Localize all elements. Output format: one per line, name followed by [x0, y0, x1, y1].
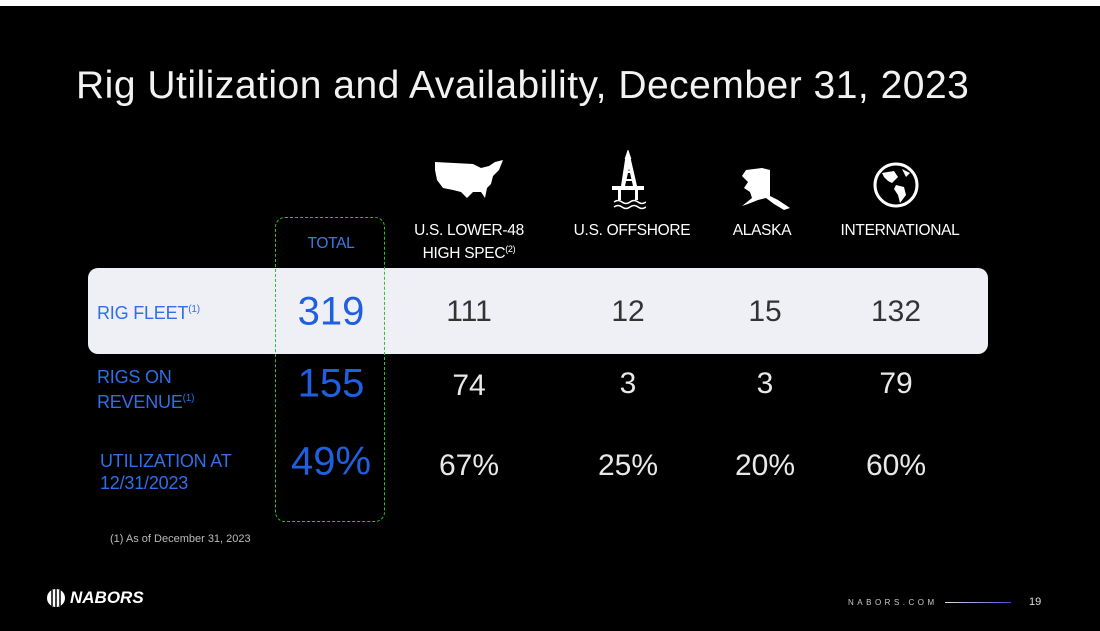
website-link[interactable]: NABORS.COM: [848, 598, 938, 607]
rig-fleet-international: 132: [870, 295, 922, 328]
column-header-offshore: U.S. OFFSHORE: [573, 222, 691, 239]
header-line2: HIGH SPEC: [422, 245, 506, 263]
utilization-offshore: 25%: [597, 449, 659, 482]
alaska-map-icon: [742, 168, 790, 210]
footnote: (1) As of December 31, 2023: [110, 533, 251, 545]
column-header-international: INTERNATIONAL: [840, 222, 960, 239]
header-line1: U.S. LOWER-48: [414, 222, 524, 239]
utilization-alaska: 20%: [734, 449, 796, 482]
offshore-rig-icon: [612, 150, 646, 210]
slide: Rig Utilization and Availability, Decemb…: [0, 6, 1100, 631]
rig-fleet-total: 319: [297, 289, 365, 334]
utilization-total: 49%: [290, 439, 372, 484]
rig-fleet-highlight-row: [88, 268, 988, 354]
column-header-alaska: ALASKA: [732, 222, 792, 239]
label-line1: UTILIZATION AT: [100, 451, 232, 471]
rig-fleet-alaska: 15: [748, 295, 782, 328]
slide-title: Rig Utilization and Availability, Decemb…: [76, 64, 970, 107]
rigs-on-revenue-alaska: 3: [756, 367, 774, 400]
logo-text: NABORS: [70, 588, 144, 607]
rig-fleet-offshore: 12: [611, 295, 645, 328]
nabors-logo-mark-icon: [47, 589, 65, 607]
label-line1: RIGS ON: [97, 367, 172, 387]
utilization-lower48: 67%: [438, 449, 500, 482]
usa-map-icon: [435, 160, 503, 198]
row-label-utilization: UTILIZATION AT 12/31/2023: [100, 450, 232, 494]
rig-fleet-lower48: 111: [446, 295, 492, 328]
rigs-on-revenue-total: 155: [297, 361, 365, 406]
rigs-on-revenue-offshore: 3: [619, 367, 637, 400]
label-text: RIG FLEET: [97, 303, 189, 323]
rigs-on-revenue-lower48: 74: [452, 369, 486, 402]
column-header-lower48: U.S. LOWER-48 HIGH SPEC(2): [414, 221, 524, 263]
row-label-rigs-on-revenue: RIGS ON REVENUE(1): [97, 366, 194, 413]
label-line2: 12/31/2023: [100, 473, 189, 493]
footnote-ref: (2): [505, 244, 516, 254]
total-column-outline: [275, 217, 385, 522]
footer-divider: [945, 602, 1011, 603]
label-line2: REVENUE: [97, 392, 183, 412]
rigs-on-revenue-international: 79: [879, 367, 913, 400]
page-number: 19: [1029, 596, 1042, 608]
footnote-ref: (1): [182, 393, 195, 404]
utilization-international: 60%: [865, 449, 927, 482]
nabors-logo: NABORS: [46, 588, 144, 608]
globe-icon: [873, 162, 919, 208]
column-header-total: TOTAL: [307, 235, 355, 252]
footnote-ref: (1): [188, 304, 200, 315]
row-label-rig-fleet: RIG FLEET(1): [97, 299, 200, 324]
